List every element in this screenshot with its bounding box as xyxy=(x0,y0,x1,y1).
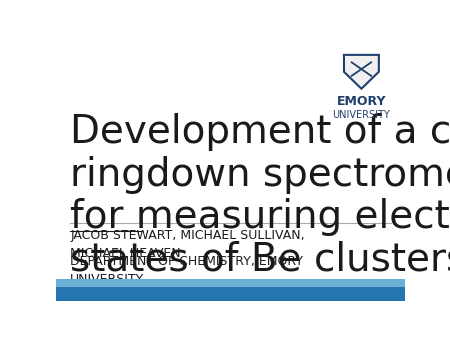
Text: UNIVERSITY: UNIVERSITY xyxy=(333,110,390,120)
Text: Development of a cavity
ringdown spectrometer
for measuring electronic
states of: Development of a cavity ringdown spectro… xyxy=(70,114,450,279)
Text: JACOB STEWART, MICHAEL SULLIVAN,: JACOB STEWART, MICHAEL SULLIVAN, xyxy=(70,229,305,242)
Polygon shape xyxy=(344,55,379,89)
Bar xyxy=(56,279,405,287)
Bar xyxy=(56,287,405,301)
Text: MICHAEL HEAVEN: MICHAEL HEAVEN xyxy=(70,247,181,260)
Text: EMORY: EMORY xyxy=(337,95,386,108)
Text: UNIVERSITY: UNIVERSITY xyxy=(70,273,144,286)
Text: DEPARTMENT OF CHEMISTRY, EMORY: DEPARTMENT OF CHEMISTRY, EMORY xyxy=(70,255,303,268)
